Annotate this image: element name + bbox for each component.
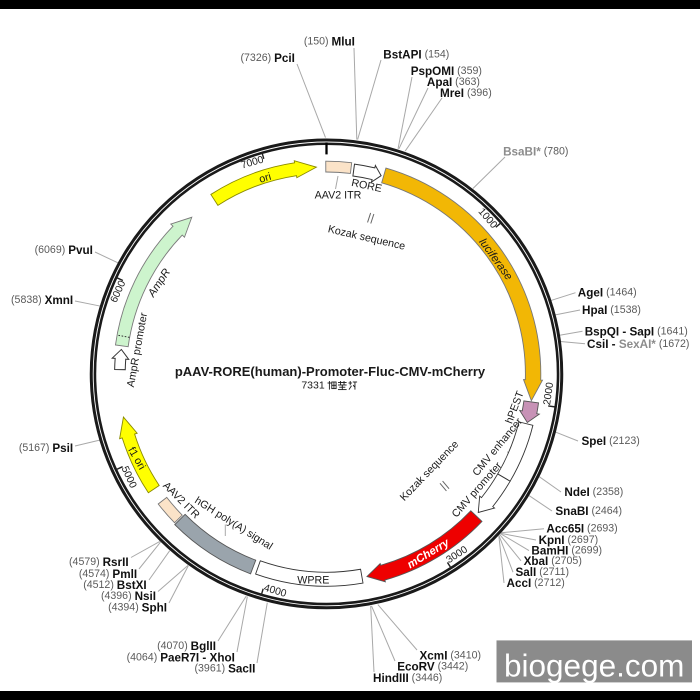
svg-text:(6069) PvuI: (6069) PvuI bbox=[35, 244, 93, 257]
svg-text:BstAPI (154): BstAPI (154) bbox=[383, 48, 449, 61]
svg-text:(4574) PmlI: (4574) PmlI bbox=[79, 567, 137, 580]
svg-text:WPRE: WPRE bbox=[297, 575, 329, 587]
svg-text:AAV2 ITR: AAV2 ITR bbox=[315, 189, 362, 201]
svg-text:(4064) PaeR7I - XhoI: (4064) PaeR7I - XhoI bbox=[127, 651, 235, 664]
svg-text:SnaBI (2464): SnaBI (2464) bbox=[555, 505, 622, 518]
svg-text:AgeI (1464): AgeI (1464) bbox=[578, 286, 637, 299]
svg-text:KpnI (2697): KpnI (2697) bbox=[539, 534, 599, 547]
svg-text:AccI (2712): AccI (2712) bbox=[507, 576, 565, 589]
svg-text:SalI (2711): SalI (2711) bbox=[516, 566, 570, 579]
svg-text:MreI (396): MreI (396) bbox=[440, 87, 492, 100]
svg-text:BspQI - SapI (1641): BspQI - SapI (1641) bbox=[585, 325, 688, 338]
svg-text:CsiI - SexAI* (1672): CsiI - SexAI* (1672) bbox=[587, 337, 689, 350]
svg-text:7331: 7331 bbox=[301, 380, 325, 392]
svg-text:(4394) SphI: (4394) SphI bbox=[108, 601, 167, 614]
svg-text:HindIII (3446): HindIII (3446) bbox=[373, 672, 442, 685]
svg-text:(5838) XmnI: (5838) XmnI bbox=[11, 294, 73, 307]
svg-text:pAAV-RORE(human)-Promoter-Fluc: pAAV-RORE(human)-Promoter-Fluc-CMV-mCher… bbox=[175, 364, 486, 379]
svg-text:EcoRV (3442): EcoRV (3442) bbox=[397, 660, 468, 673]
svg-text:(5167) PsiI: (5167) PsiI bbox=[19, 442, 73, 455]
svg-text:NdeI (2358): NdeI (2358) bbox=[564, 486, 623, 499]
svg-text:(150) MluI: (150) MluI bbox=[304, 35, 355, 48]
svg-text:(4579) RsrII: (4579) RsrII bbox=[69, 556, 129, 569]
svg-text:(3961) SacII: (3961) SacII bbox=[195, 662, 256, 675]
svg-text:2000: 2000 bbox=[542, 381, 556, 406]
svg-text:SpeI (2123): SpeI (2123) bbox=[582, 435, 640, 448]
svg-text:HpaI (1538): HpaI (1538) bbox=[582, 304, 641, 317]
svg-text:BsaBI* (780): BsaBI* (780) bbox=[503, 145, 568, 158]
svg-text:biogege.com: biogege.com bbox=[504, 648, 684, 684]
svg-text:Acc65I (2693): Acc65I (2693) bbox=[546, 522, 617, 535]
svg-text:PspOMI (359): PspOMI (359) bbox=[411, 65, 482, 78]
svg-text:BamHI (2699): BamHI (2699) bbox=[531, 544, 602, 557]
svg-text:ApaI (363): ApaI (363) bbox=[427, 76, 480, 89]
svg-text:(7326) PciI: (7326) PciI bbox=[241, 52, 295, 65]
svg-text:XbaI (2705): XbaI (2705) bbox=[524, 554, 582, 567]
svg-text:XcmI (3410): XcmI (3410) bbox=[420, 649, 482, 662]
svg-text:(4396) NsiI: (4396) NsiI bbox=[101, 590, 156, 603]
svg-text:ori: ori bbox=[258, 171, 273, 186]
svg-text:(4070) BglII: (4070) BglII bbox=[157, 640, 216, 653]
svg-text:(4512) BstXI: (4512) BstXI bbox=[83, 578, 146, 591]
